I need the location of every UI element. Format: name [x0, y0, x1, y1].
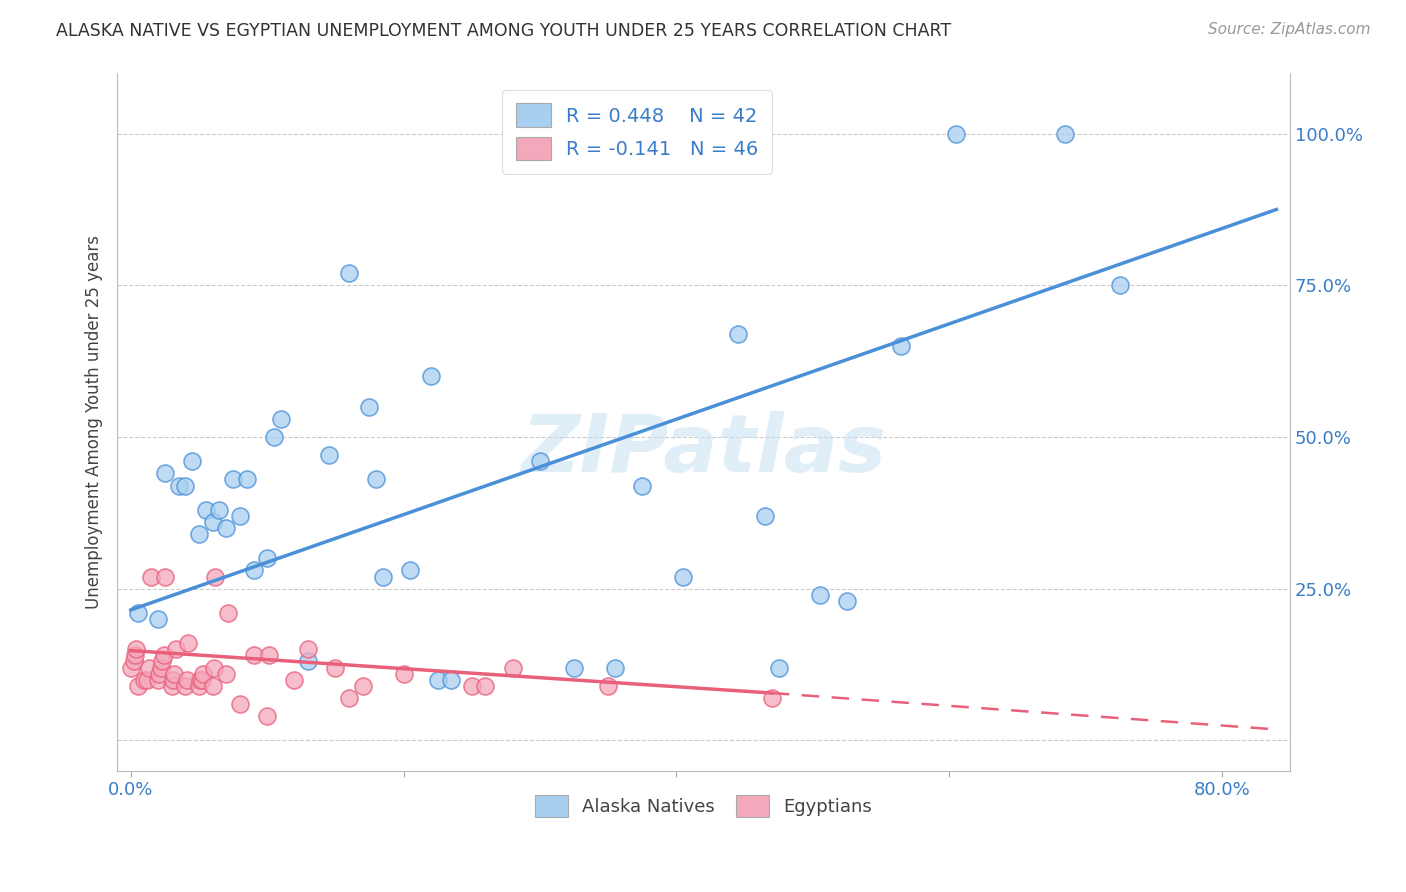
Point — [190, 673, 212, 687]
Point — [754, 508, 776, 523]
Point — [359, 400, 381, 414]
Point — [474, 679, 496, 693]
Legend: Alaska Natives, Egyptians: Alaska Natives, Egyptians — [527, 788, 879, 824]
Point — [440, 673, 463, 687]
Point — [768, 660, 790, 674]
Point — [229, 508, 252, 523]
Point — [160, 679, 183, 693]
Point — [399, 564, 422, 578]
Point — [263, 430, 285, 444]
Point — [176, 673, 198, 687]
Point — [235, 473, 257, 487]
Point — [419, 369, 441, 384]
Point — [727, 326, 749, 341]
Point — [215, 521, 238, 535]
Point — [352, 679, 374, 693]
Point — [162, 673, 184, 687]
Point — [174, 679, 197, 693]
Point — [190, 673, 212, 687]
Point — [181, 454, 204, 468]
Point — [283, 673, 305, 687]
Point — [945, 127, 967, 141]
Point — [191, 666, 214, 681]
Point — [461, 679, 484, 693]
Point — [163, 666, 186, 681]
Point — [835, 594, 858, 608]
Point — [136, 673, 159, 687]
Point — [125, 642, 148, 657]
Text: Source: ZipAtlas.com: Source: ZipAtlas.com — [1208, 22, 1371, 37]
Point — [502, 660, 524, 674]
Point — [204, 569, 226, 583]
Point — [672, 569, 695, 583]
Point — [177, 636, 200, 650]
Point — [242, 648, 264, 663]
Point — [529, 454, 551, 468]
Point — [188, 527, 211, 541]
Point — [134, 673, 156, 687]
Point — [165, 642, 187, 657]
Point — [371, 569, 394, 583]
Point — [256, 709, 278, 723]
Point — [761, 690, 783, 705]
Point — [201, 679, 224, 693]
Point — [167, 478, 190, 492]
Point — [208, 503, 231, 517]
Point — [318, 448, 340, 462]
Point — [146, 673, 169, 687]
Point — [229, 697, 252, 711]
Point — [392, 666, 415, 681]
Point — [201, 515, 224, 529]
Point — [890, 339, 912, 353]
Point — [148, 666, 170, 681]
Point — [127, 679, 149, 693]
Point — [153, 569, 176, 583]
Point — [202, 660, 225, 674]
Point — [217, 606, 239, 620]
Point — [146, 612, 169, 626]
Point — [297, 642, 319, 657]
Point — [222, 473, 245, 487]
Point — [270, 412, 292, 426]
Point — [242, 564, 264, 578]
Point — [598, 679, 620, 693]
Point — [631, 478, 654, 492]
Point — [127, 606, 149, 620]
Point — [188, 679, 211, 693]
Point — [120, 660, 142, 674]
Point — [297, 655, 319, 669]
Point — [215, 666, 238, 681]
Text: ALASKA NATIVE VS EGYPTIAN UNEMPLOYMENT AMONG YOUTH UNDER 25 YEARS CORRELATION CH: ALASKA NATIVE VS EGYPTIAN UNEMPLOYMENT A… — [56, 22, 952, 40]
Point — [562, 660, 585, 674]
Point — [257, 648, 280, 663]
Point — [808, 588, 831, 602]
Point — [426, 673, 449, 687]
Text: ZIPatlas: ZIPatlas — [522, 410, 886, 489]
Point — [366, 473, 388, 487]
Point — [152, 648, 174, 663]
Point — [141, 569, 163, 583]
Point — [174, 478, 197, 492]
Point — [337, 690, 360, 705]
Point — [256, 551, 278, 566]
Point — [138, 660, 160, 674]
Point — [603, 660, 626, 674]
Point — [149, 660, 172, 674]
Point — [337, 266, 360, 280]
Y-axis label: Unemployment Among Youth under 25 years: Unemployment Among Youth under 25 years — [86, 235, 103, 609]
Point — [150, 655, 173, 669]
Point — [325, 660, 347, 674]
Point — [194, 503, 217, 517]
Point — [122, 655, 145, 669]
Point — [124, 648, 146, 663]
Point — [1108, 278, 1130, 293]
Point — [153, 467, 176, 481]
Point — [1053, 127, 1076, 141]
